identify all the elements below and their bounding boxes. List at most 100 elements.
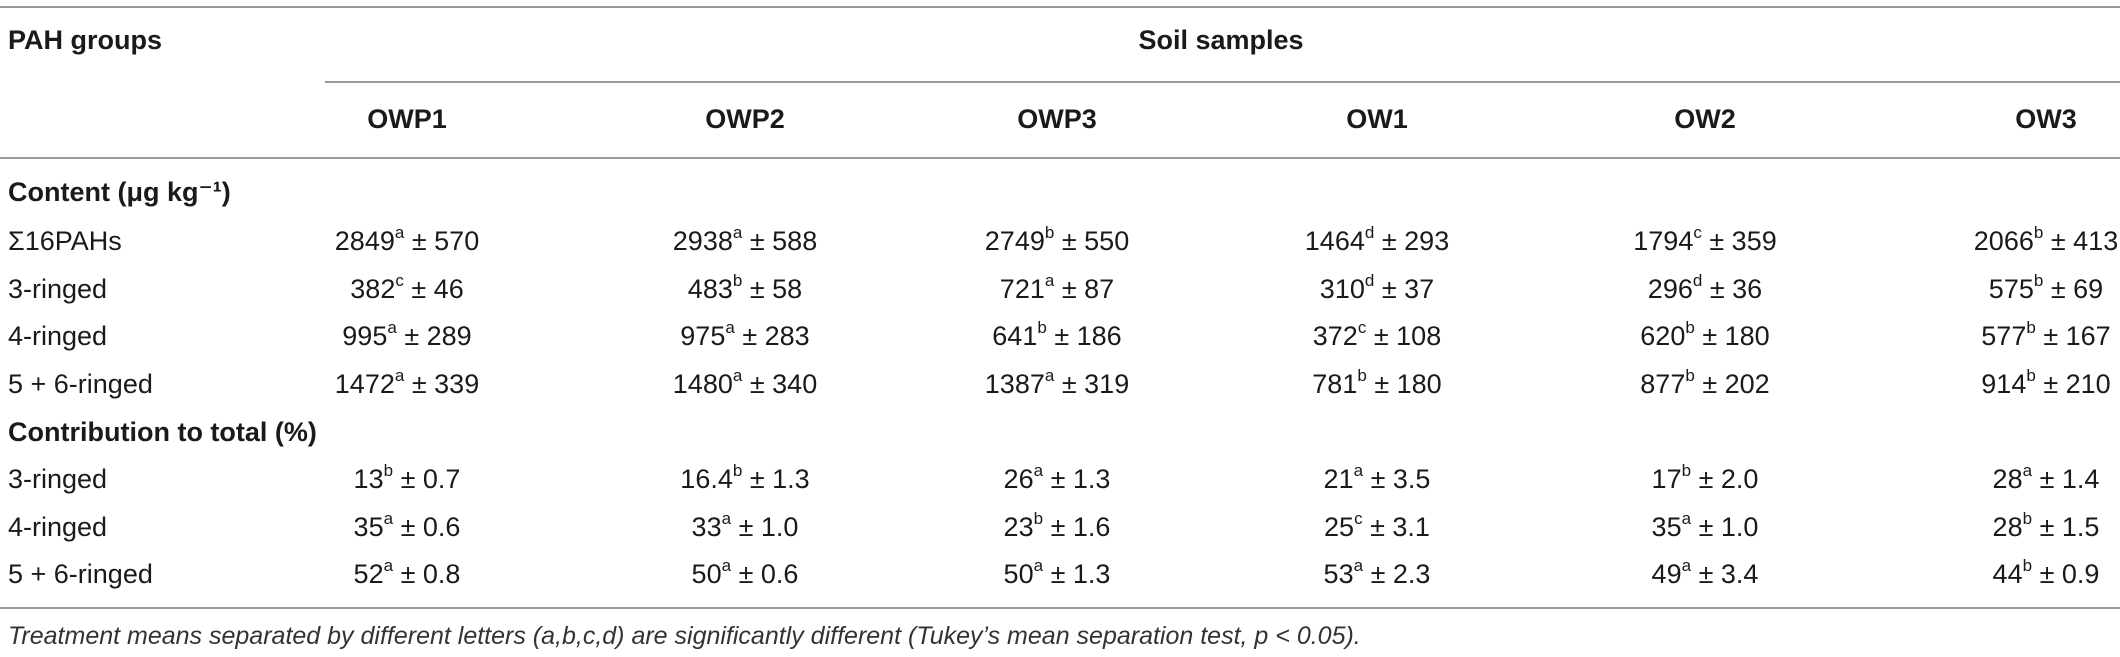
cell-mean: 33 <box>691 512 722 542</box>
cell-letter: b <box>2022 509 2033 528</box>
table-cell: 877b ± 202 <box>1640 367 1769 401</box>
plus-minus-sign: ± <box>2032 464 2062 494</box>
plus-minus-sign: ± <box>1366 321 1397 351</box>
cell-error: 570 <box>434 226 480 256</box>
plus-minus-sign: ± <box>2032 559 2062 589</box>
cell-error: 108 <box>1396 321 1442 351</box>
plus-minus-sign: ± <box>1366 369 1397 399</box>
plus-minus-sign: ± <box>1701 226 1732 256</box>
cell-letter: a <box>721 556 732 575</box>
cell-letter: b <box>2026 366 2036 385</box>
table-cell: 33a ± 1.0 <box>692 510 799 544</box>
cell-letter: b <box>2022 556 2033 575</box>
cell-mean: 52 <box>353 559 384 589</box>
cell-letter: a <box>1353 461 1364 480</box>
table-cell: 28b ± 1.5 <box>1993 510 2100 544</box>
table-cell: 49a ± 3.4 <box>1652 557 1759 591</box>
cell-error: 58 <box>772 274 803 304</box>
table-cell: 35a ± 1.0 <box>1652 510 1759 544</box>
table-cell: 1472a ± 339 <box>335 367 479 401</box>
table-cell: 1464d ± 293 <box>1305 224 1449 258</box>
table-cell: 641b ± 186 <box>992 319 1121 353</box>
cell-mean: 1387 <box>984 369 1045 399</box>
table-cell: 620b ± 180 <box>1640 319 1769 353</box>
cell-mean: 28 <box>1992 464 2023 494</box>
cell-letter: a <box>1033 461 1044 480</box>
table-cell: 2066b ± 413 <box>1974 224 2118 258</box>
cell-mean: 1480 <box>672 369 733 399</box>
table-cell: 25c ± 3.1 <box>1324 510 1430 544</box>
cell-mean: 1464 <box>1304 226 1365 256</box>
plus-minus-sign: ± <box>393 512 423 542</box>
plus-minus-sign: ± <box>1362 512 1393 542</box>
section-title: Content (μg kg⁻¹) <box>8 177 231 207</box>
plus-minus-sign: ± <box>742 464 773 494</box>
cell-error: 69 <box>2073 274 2104 304</box>
table-cell: 995a ± 289 <box>342 319 471 353</box>
bottom-rule <box>0 607 2120 609</box>
cell-mean: 13 <box>353 464 384 494</box>
cell-error: 87 <box>1084 274 1115 304</box>
table-cell: 575b ± 69 <box>1989 272 2103 306</box>
table-cell: 17b ± 2.0 <box>1652 462 1759 496</box>
table-cell: 2849a ± 570 <box>335 224 479 258</box>
cell-error: 289 <box>426 321 472 351</box>
cell-error: 340 <box>772 369 818 399</box>
col-header-owp2: OWP2 <box>705 104 785 134</box>
plus-minus-sign: ± <box>393 559 423 589</box>
cell-mean: 50 <box>691 559 722 589</box>
cell-letter: b <box>1033 509 1044 528</box>
cell-mean: 781 <box>1312 369 1358 399</box>
cell-error: 180 <box>1396 369 1442 399</box>
cell-error: 1.0 <box>760 512 799 542</box>
cell-error: 46 <box>433 274 464 304</box>
cell-error: 1.3 <box>772 464 810 494</box>
cell-mean: 35 <box>1651 512 1682 542</box>
cell-letter: a <box>721 509 732 528</box>
cell-letter: d <box>1364 223 1375 242</box>
cell-mean: 372 <box>1312 321 1358 351</box>
table-cell: 28a ± 1.4 <box>1993 462 2100 496</box>
cell-error: 3.4 <box>1720 559 1759 589</box>
cell-error: 210 <box>2065 369 2111 399</box>
cell-letter: c <box>1693 223 1702 242</box>
section-title: Contribution to total (%) <box>8 417 317 447</box>
cell-error: 1.3 <box>1072 464 1111 494</box>
cell-error: 1.6 <box>1072 512 1111 542</box>
cell-letter: a <box>2022 461 2033 480</box>
table-cell: 26a ± 1.3 <box>1004 462 1111 496</box>
cell-error: 1.0 <box>1720 512 1759 542</box>
cell-letter: c <box>1354 509 1363 528</box>
cell-letter: a <box>725 318 735 337</box>
cell-error: 0.9 <box>2061 559 2100 589</box>
cell-mean: 25 <box>1324 512 1355 542</box>
header-rule <box>0 157 2120 159</box>
cell-letter: b <box>1357 366 1367 385</box>
cell-error: 1.4 <box>2061 464 2100 494</box>
cell-letter: b <box>383 461 394 480</box>
first-col-header: PAH groups <box>8 25 162 55</box>
table-cell: 23b ± 1.6 <box>1004 510 1111 544</box>
cell-error: 1.5 <box>2061 512 2100 542</box>
plus-minus-sign: ± <box>1363 559 1393 589</box>
cell-mean: 296 <box>1647 274 1693 304</box>
table-cell: 1480a ± 340 <box>673 367 817 401</box>
cell-letter: a <box>1044 366 1055 385</box>
table-cell: 310d ± 37 <box>1320 272 1434 306</box>
cell-error: 0.7 <box>422 464 461 494</box>
plus-minus-sign: ± <box>2035 321 2066 351</box>
cell-mean: 620 <box>1640 321 1686 351</box>
col-header-owp3: OWP3 <box>1017 104 1097 134</box>
cell-error: 167 <box>2065 321 2111 351</box>
cell-letter: a <box>1681 509 1692 528</box>
cell-letter: b <box>732 461 743 480</box>
cell-letter: b <box>732 271 743 290</box>
table-footnote: Treatment means separated by different l… <box>8 622 1361 650</box>
row-label: 4-ringed <box>8 512 108 542</box>
cell-letter: d <box>1692 271 1703 290</box>
plus-minus-sign: ± <box>1691 464 1721 494</box>
plus-minus-sign: ± <box>1046 321 1077 351</box>
cell-letter: a <box>732 366 743 385</box>
plus-minus-sign: ± <box>1054 274 1085 304</box>
plus-minus-sign: ± <box>1363 464 1393 494</box>
